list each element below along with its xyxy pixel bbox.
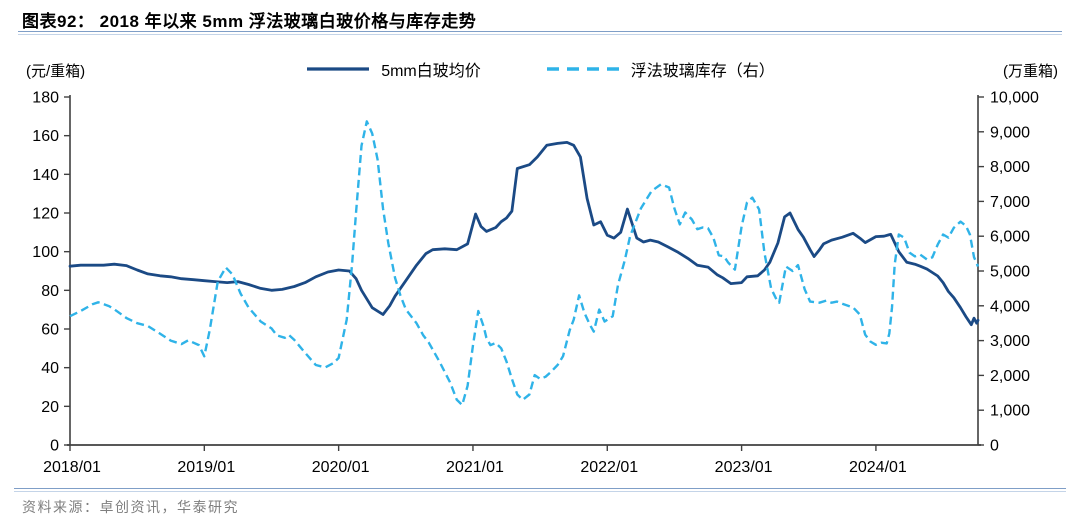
right-tick-label: 5,000 [990, 264, 1030, 281]
left-tick-label: 100 [32, 244, 59, 261]
y-axis-right-ticks: 0 1,000 2,000 3,000 4,000 5,000 6,000 7,000 8,00… [978, 90, 1039, 455]
axes [67, 95, 981, 446]
left-axis-unit: (元/重箱) [26, 63, 86, 80]
right-tick-label: 0 [990, 438, 999, 455]
right-tick-label: 6,000 [990, 229, 1030, 246]
right-tick-label: 10,000 [990, 90, 1039, 107]
left-tick-label: 80 [41, 283, 59, 300]
figure-title: 图表92： 2018 年以来 5mm 浮法玻璃白玻价格与库存走势 [22, 12, 477, 31]
solid-line-swatch-icon [307, 67, 370, 71]
right-tick-label: 8,000 [990, 159, 1030, 176]
legend-label-price: 5mm白玻均价 [381, 63, 481, 80]
right-tick-label: 2,000 [990, 368, 1030, 385]
title-divider [18, 31, 1062, 35]
x-tick-label: 2019/01 [177, 459, 235, 476]
right-tick-label: 1,000 [990, 403, 1030, 420]
legend-label-inventory: 浮法玻璃库存（右） [630, 63, 775, 80]
right-tick-label: 4,000 [990, 298, 1030, 315]
right-tick-label: 9,000 [990, 124, 1030, 141]
x-tick-label: 2022/01 [580, 459, 638, 476]
footer-divider [14, 488, 1066, 492]
right-tick-label: 7,000 [990, 194, 1030, 211]
x-tick-label: 2018/01 [43, 459, 101, 476]
x-tick-label: 2021/01 [446, 459, 504, 476]
y-axis-left-ticks: 0 20 40 60 80 100 120 140 160 180 [32, 90, 70, 455]
x-tick-label: 2023/01 [715, 459, 773, 476]
x-tick-label: 2020/01 [312, 459, 370, 476]
legend-item-price: 5mm白玻均价 [305, 57, 481, 81]
inventory-series-line [69, 120, 980, 407]
source-note: 资料来源：卓创资讯，华泰研究 [22, 499, 239, 515]
x-axis-ticks: 2018/01 2019/01 2020/01 2021/01 2022/01 2023/… [43, 445, 907, 476]
legend: 5mm白玻均价 浮法玻璃库存（右） [0, 57, 1080, 81]
left-tick-label: 0 [50, 438, 59, 455]
left-tick-label: 120 [32, 206, 59, 223]
right-axis-unit: (万重箱) [1003, 63, 1058, 80]
left-tick-label: 160 [32, 128, 59, 145]
right-tick-label: 3,000 [990, 333, 1030, 350]
left-tick-label: 60 [41, 322, 59, 339]
dashed-line-swatch-icon [546, 67, 619, 71]
left-tick-label: 20 [41, 399, 59, 416]
price-series-line [68, 140, 980, 327]
legend-item-inventory: 浮法玻璃库存（右） [545, 57, 775, 81]
x-tick-label: 2024/01 [849, 459, 907, 476]
left-tick-label: 40 [41, 360, 59, 377]
left-tick-label: 180 [32, 90, 59, 107]
left-tick-label: 140 [32, 167, 59, 184]
